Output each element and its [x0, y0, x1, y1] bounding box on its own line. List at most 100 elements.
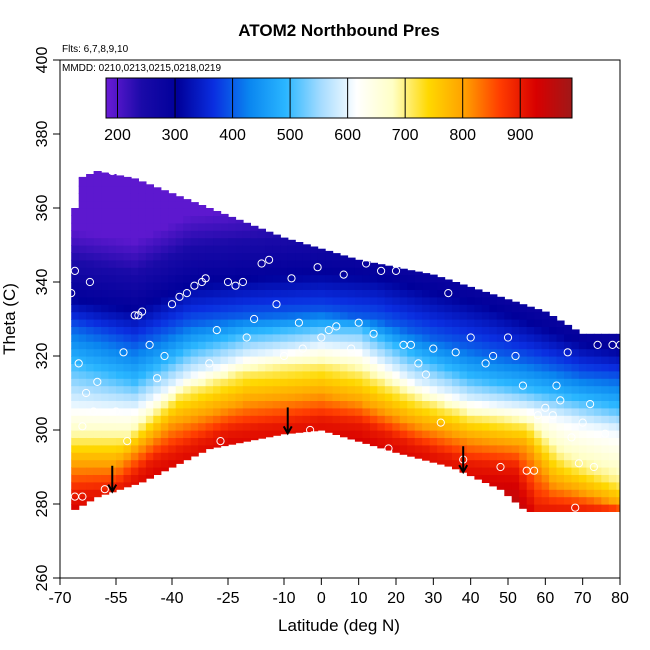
field-cell: [257, 245, 266, 253]
field-cell: [175, 208, 184, 216]
field-cell: [369, 296, 378, 305]
field-cell: [564, 467, 573, 475]
field-cell: [474, 348, 483, 357]
field-cell: [272, 356, 281, 364]
field-cell: [504, 474, 513, 483]
field-cell: [160, 237, 169, 246]
field-cell: [489, 415, 498, 424]
field-cell: [534, 393, 543, 401]
field-cell: [444, 326, 453, 335]
field-cell: [481, 415, 490, 424]
field-cell: [116, 341, 125, 350]
field-cell: [78, 385, 87, 394]
field-cell: [564, 324, 573, 327]
field-cell: [511, 326, 520, 335]
field-cell: [511, 496, 520, 503]
field-cell: [437, 407, 446, 416]
field-cell: [213, 267, 222, 276]
observation-marker: [138, 307, 147, 316]
field-cell: [153, 430, 162, 438]
field-cell: [541, 415, 550, 424]
field-cell: [474, 370, 483, 379]
field-cell: [205, 341, 214, 350]
field-cell: [362, 274, 371, 283]
field-cell: [138, 400, 147, 409]
field-cell: [317, 319, 326, 327]
field-cell: [340, 385, 349, 394]
field-cell: [235, 296, 244, 305]
field-cell: [578, 407, 587, 416]
field-cell: [474, 341, 483, 350]
field-cell: [504, 452, 513, 461]
field-cell: [586, 333, 595, 342]
observation-marker: [100, 485, 109, 494]
field-cell: [429, 407, 438, 416]
field-cell: [504, 459, 513, 468]
field-cell: [384, 282, 393, 290]
field-cell: [496, 333, 505, 342]
field-cell: [205, 289, 214, 298]
field-cell: [399, 400, 408, 409]
field-cell: [220, 213, 229, 216]
field-cell: [541, 393, 550, 401]
field-cell: [93, 489, 102, 498]
field-cell: [377, 264, 386, 268]
field-cell: [466, 341, 475, 350]
field-cell: [145, 282, 154, 290]
field-cell: [123, 200, 132, 209]
field-cell: [354, 259, 363, 268]
field-cell: [586, 415, 595, 424]
field-cell: [138, 289, 147, 298]
field-cell: [534, 356, 543, 364]
field-cell: [295, 393, 304, 401]
field-cell: [496, 407, 505, 416]
observation-marker: [332, 322, 341, 331]
field-cell: [205, 415, 214, 424]
field-cell: [534, 348, 543, 357]
field-cell: [362, 304, 371, 313]
field-cell: [198, 259, 207, 268]
field-cell: [123, 326, 132, 335]
field-cell: [116, 252, 125, 261]
field-cell: [541, 437, 550, 446]
field-cell: [198, 289, 207, 298]
field-cell: [564, 504, 573, 512]
field-cell: [116, 356, 125, 364]
field-cell: [108, 185, 117, 194]
field-cell: [407, 311, 416, 320]
field-cell: [362, 282, 371, 290]
field-cell: [504, 356, 513, 364]
field-cell: [489, 385, 498, 394]
field-cell: [71, 452, 80, 461]
field-cell: [138, 282, 147, 290]
field-cell: [168, 193, 177, 202]
field-cell: [287, 239, 296, 246]
field-cell: [556, 437, 565, 446]
field-cell: [564, 333, 573, 342]
field-cell: [369, 267, 378, 276]
field-cell: [504, 304, 513, 313]
field-cell: [228, 274, 237, 283]
field-cell: [220, 400, 229, 409]
field-cell: [160, 282, 169, 290]
observation-marker: [123, 437, 132, 446]
field-cell: [272, 311, 281, 320]
field-cell: [466, 400, 475, 409]
field-cell: [228, 407, 237, 416]
field-cell: [534, 319, 543, 327]
field-cell: [138, 459, 147, 468]
field-cell: [205, 237, 214, 246]
field-cell: [138, 474, 147, 483]
field-cell: [101, 296, 110, 305]
field-cell: [384, 385, 393, 394]
field-cell: [384, 304, 393, 313]
field-cell: [228, 267, 237, 276]
field-cell: [325, 333, 334, 342]
field-cell: [601, 385, 610, 394]
field-cell: [422, 378, 431, 387]
field-cell: [78, 319, 87, 327]
field-cell: [377, 289, 386, 298]
field-cell: [93, 267, 102, 276]
field-cell: [242, 385, 251, 394]
field-cell: [175, 267, 184, 276]
